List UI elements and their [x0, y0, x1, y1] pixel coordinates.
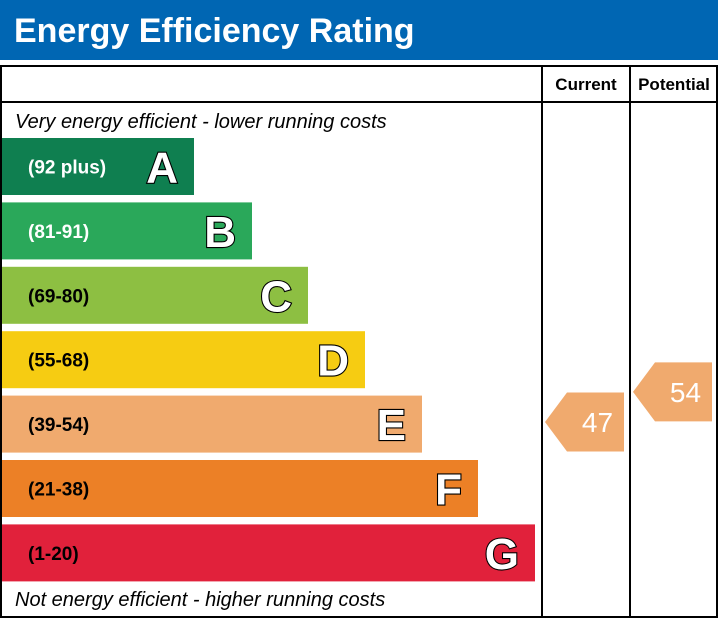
rating-bands: (92 plus) A (81-91) B (69-80) C (55-68) D (39-54…: [2, 138, 535, 582]
band-f-bar: [2, 460, 478, 517]
band-e-letter: E: [377, 401, 406, 450]
band-e-bar: [2, 395, 422, 453]
band-g: (1-20) G: [2, 524, 535, 582]
potential-rating-marker: [633, 362, 712, 422]
table-frame: [0, 65, 718, 618]
band-e: (39-54) E: [2, 395, 422, 453]
current-rating-arrow: 47: [545, 392, 624, 452]
band-b-bar: [2, 202, 252, 260]
current-column-header: Current: [555, 75, 617, 94]
band-b-letter: B: [204, 208, 236, 257]
band-g-bar: [2, 524, 535, 582]
band-c-letter: C: [260, 272, 292, 321]
band-g-range: (1-20): [28, 544, 79, 565]
band-a-range: (92 plus): [28, 158, 106, 179]
band-f-letter: F: [435, 466, 462, 515]
bottom-caption: Not energy efficient - higher running co…: [15, 589, 385, 611]
band-c: (69-80) C: [2, 266, 308, 324]
potential-column-header: Potential: [638, 75, 710, 94]
band-g-letter: G: [485, 530, 519, 579]
band-d-range: (55-68): [28, 351, 89, 372]
band-a: (92 plus) A: [2, 138, 194, 195]
potential-rating-value: 54: [670, 377, 701, 408]
band-a-bar: [2, 138, 194, 195]
band-c-range: (69-80): [28, 286, 89, 307]
band-f-range: (21-38): [28, 480, 89, 501]
band-d-bar: [2, 331, 365, 389]
top-caption: Very energy efficient - lower running co…: [15, 111, 387, 133]
chart-title: Energy Efficiency Rating: [14, 12, 415, 50]
band-b: (81-91) B: [2, 202, 252, 260]
header-bar: [0, 0, 718, 60]
current-rating-value: 47: [582, 407, 613, 438]
band-d: (55-68) D: [2, 331, 365, 389]
rating-arrows: 47 54: [545, 362, 712, 452]
band-f: (21-38) F: [2, 460, 478, 517]
band-b-range: (81-91): [28, 222, 89, 243]
band-c-bar: [2, 266, 308, 324]
current-rating-marker: [545, 392, 624, 452]
band-e-range: (39-54): [28, 415, 89, 436]
potential-rating-arrow: 54: [633, 362, 712, 422]
band-a-letter: A: [146, 144, 178, 193]
band-d-letter: D: [317, 337, 349, 386]
